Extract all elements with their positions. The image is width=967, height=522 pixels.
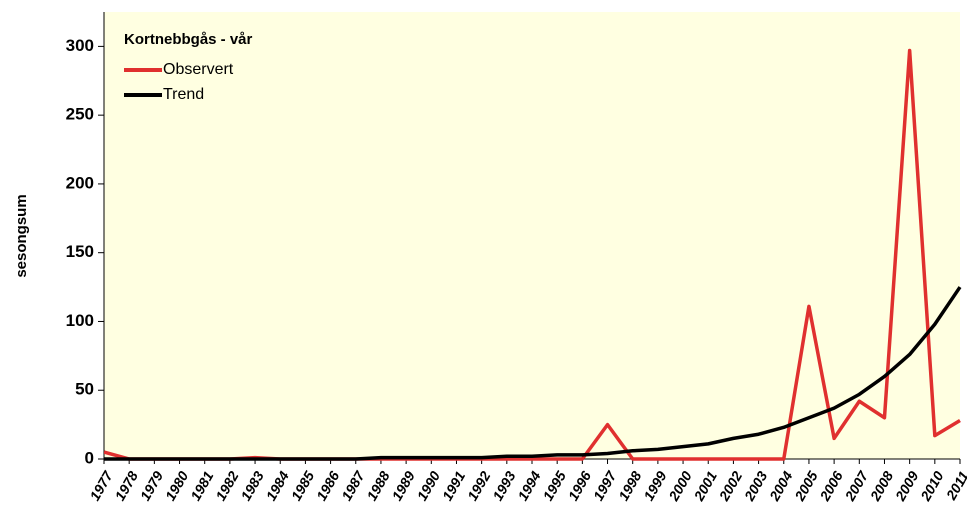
y-tick-label: 300 (66, 36, 94, 55)
x-tick-label: 1982 (212, 468, 242, 503)
x-tick-label: 1998 (615, 468, 645, 503)
x-tick-label: 1978 (112, 468, 142, 503)
x-tick-label: 1984 (263, 468, 293, 503)
x-tick-label: 2011 (942, 468, 967, 503)
legend-label: Trend (163, 86, 204, 103)
y-tick-label: 250 (66, 105, 94, 124)
y-tick-label: 50 (75, 380, 94, 399)
x-tick-label: 2006 (816, 468, 846, 504)
x-tick-label: 2009 (892, 468, 922, 504)
x-tick-label: 1991 (439, 468, 469, 503)
y-tick-label: 200 (66, 173, 94, 192)
x-tick-label: 2007 (841, 467, 872, 504)
x-tick-label: 1987 (338, 467, 368, 503)
plot-area (104, 12, 960, 459)
x-tick-label: 2008 (866, 468, 896, 504)
legend-title: Kortnebbgås - vår (124, 31, 253, 48)
x-tick-label: 1981 (187, 468, 217, 503)
x-tick-label: 1979 (137, 468, 167, 503)
x-tick-label: 1999 (640, 468, 670, 503)
x-tick-label: 1997 (590, 467, 620, 503)
x-tick-label: 2005 (791, 468, 821, 504)
legend-label: Observert (163, 61, 234, 78)
x-tick-label: 2000 (665, 468, 695, 504)
x-tick-label: 1983 (237, 468, 267, 503)
x-tick-label: 1990 (414, 468, 444, 503)
x-tick-label: 1989 (388, 468, 418, 503)
x-tick-label: 1993 (489, 468, 519, 503)
x-tick-label: 1988 (363, 468, 393, 503)
x-tick-label: 1995 (540, 468, 570, 503)
x-tick-label: 2002 (715, 468, 745, 504)
y-tick-label: 150 (66, 242, 94, 261)
series-line (104, 286, 962, 461)
y-axis-label: sesongsum (13, 194, 30, 277)
x-tick-label: 2003 (740, 468, 770, 504)
x-tick-label: 1977 (86, 467, 116, 503)
x-tick-label: 2001 (690, 468, 720, 504)
x-tick-label: 1985 (288, 468, 318, 503)
x-tick-label: 1996 (565, 468, 595, 503)
y-tick-label: 100 (66, 311, 94, 330)
x-tick-label: 2004 (766, 468, 796, 504)
x-tick-label: 2010 (917, 468, 947, 504)
x-tick-label: 1980 (162, 468, 192, 503)
y-tick-label: 0 (85, 448, 94, 467)
x-tick-label: 1992 (464, 468, 494, 503)
x-tick-label: 1994 (514, 468, 544, 503)
x-tick-label: 1986 (313, 468, 343, 503)
